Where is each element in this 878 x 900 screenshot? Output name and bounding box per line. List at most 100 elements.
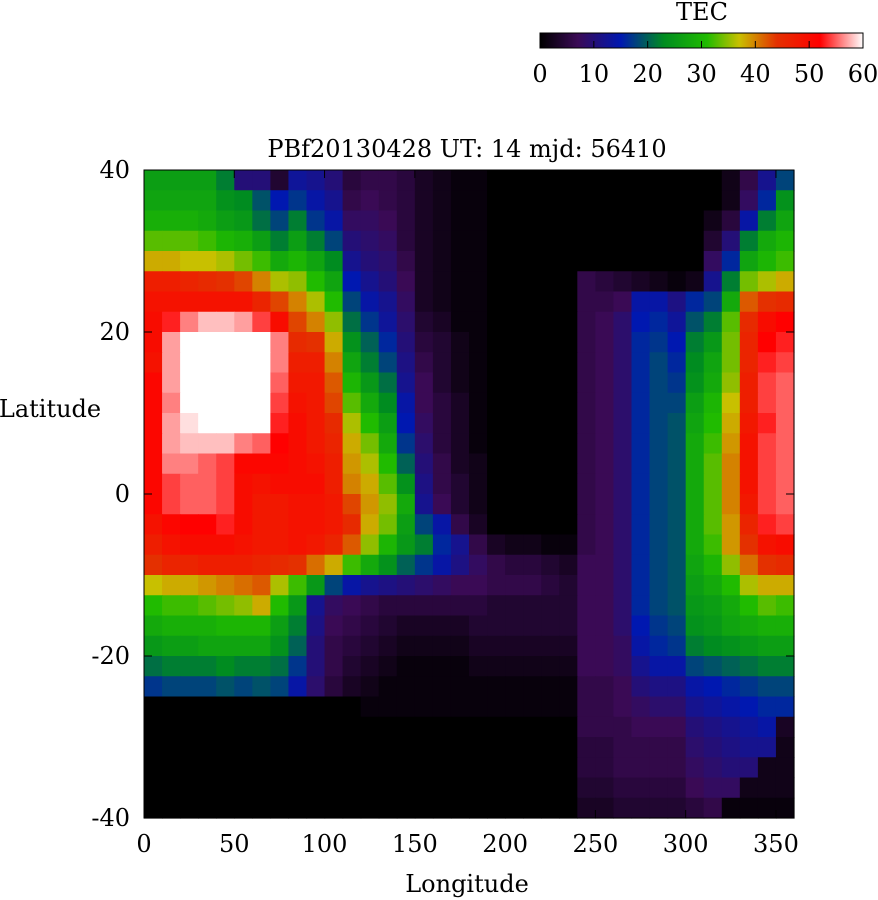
heatmap-cell — [469, 372, 488, 394]
heatmap-cell — [288, 291, 308, 313]
heatmap-cell — [469, 332, 488, 353]
heatmap-cell — [360, 453, 380, 475]
heatmap-cell — [396, 433, 416, 455]
heatmap-cell — [288, 595, 308, 617]
heatmap-cell — [216, 190, 235, 212]
heatmap-cell — [162, 797, 181, 819]
heatmap-cell — [703, 635, 723, 657]
heatmap-cell — [378, 332, 398, 353]
heatmap-cell — [360, 777, 380, 799]
heatmap-cell — [324, 392, 344, 414]
heatmap-cell — [577, 696, 596, 718]
heatmap-cell — [559, 372, 578, 394]
heatmap-cell — [523, 676, 542, 698]
heatmap-cell — [288, 676, 308, 698]
heatmap-cell — [721, 392, 741, 414]
heatmap-cell — [613, 271, 633, 293]
heatmap-cell — [432, 514, 452, 536]
heatmap-cell — [144, 534, 163, 556]
heatmap-cell — [216, 757, 235, 779]
heatmap-cell — [487, 554, 506, 576]
heatmap-cell — [144, 433, 163, 455]
heatmap-cell — [414, 190, 434, 212]
heatmap-cell — [306, 676, 326, 698]
heatmap-cell — [559, 514, 578, 536]
heatmap-cell — [270, 352, 290, 374]
heatmap-cell — [162, 494, 181, 515]
heatmap-cell — [685, 797, 705, 819]
heatmap-cell — [378, 595, 398, 617]
heatmap-cell — [162, 453, 181, 475]
heatmap-cell — [252, 453, 271, 475]
chart-title: PBf20130428 UT: 14 mjd: 56410 — [267, 135, 666, 163]
heatmap-cell — [595, 554, 615, 576]
heatmap-cell — [342, 251, 362, 272]
heatmap-cell — [757, 656, 777, 677]
heatmap-cell — [144, 797, 163, 819]
heatmap-cell — [324, 494, 344, 515]
heatmap-cell — [487, 332, 506, 353]
heatmap-cell — [378, 311, 398, 333]
heatmap-cell — [198, 615, 217, 637]
heatmap-cell — [378, 190, 398, 212]
heatmap-cell — [162, 534, 181, 556]
heatmap-cell — [541, 494, 560, 515]
heatmap-cell — [432, 656, 452, 677]
heatmap-cell — [631, 777, 651, 799]
heatmap-cell — [631, 332, 651, 353]
heatmap-cell — [360, 554, 380, 576]
heatmap-cell — [469, 311, 488, 333]
heatmap-cell — [703, 514, 723, 536]
colorbar-ticks: 0 10 20 30 40 50 60 — [532, 41, 878, 88]
heatmap-cell — [667, 352, 687, 374]
heatmap-cell — [342, 433, 362, 455]
heatmap-cell — [541, 737, 560, 758]
heatmap-cell — [432, 554, 452, 576]
heatmap-cell — [180, 332, 199, 353]
heatmap-cell — [685, 392, 705, 414]
heatmap-cell — [252, 534, 271, 556]
heatmap-cell — [288, 575, 308, 596]
heatmap-cell — [288, 656, 308, 677]
heatmap-cell — [649, 251, 669, 272]
colorbar-tick-label: 40 — [740, 60, 771, 88]
heatmap-cell — [739, 291, 759, 313]
heatmap-cell — [234, 777, 253, 799]
heatmap-cell — [739, 777, 759, 799]
heatmap-cell — [396, 453, 416, 475]
heatmap-cell — [378, 271, 398, 293]
heatmap-cell — [505, 534, 524, 556]
heatmap-cell — [721, 716, 741, 738]
heatmap-cell — [198, 737, 217, 758]
heatmap-cell — [613, 737, 633, 758]
heatmap-cell — [306, 433, 326, 455]
heatmap-cell — [523, 210, 542, 232]
heatmap-cell — [144, 271, 163, 293]
heatmap-cell — [144, 575, 163, 596]
heatmap-cell — [721, 372, 741, 394]
heatmap-cell — [595, 170, 615, 191]
heatmap-cell — [469, 696, 488, 718]
heatmap-cell — [721, 696, 741, 718]
heatmap-cell — [775, 372, 795, 394]
heatmap-cell — [234, 413, 253, 434]
heatmap-cell — [505, 311, 524, 333]
heatmap-cell — [631, 757, 651, 779]
heatmap-cell — [757, 473, 777, 495]
heatmap-cell — [685, 595, 705, 617]
heatmap-cell — [396, 615, 416, 637]
heatmap-cell — [757, 534, 777, 556]
heatmap-cell — [252, 230, 271, 252]
heatmap-cell — [649, 271, 669, 293]
heatmap-cell — [180, 251, 199, 272]
heatmap-cell — [649, 473, 669, 495]
heatmap-cell — [739, 635, 759, 657]
heatmap-cell — [505, 392, 524, 414]
heatmap-cell — [360, 311, 380, 333]
heatmap-cell — [342, 210, 362, 232]
colorbar-tick-label: 0 — [532, 60, 547, 88]
heatmap-cell — [775, 473, 795, 495]
heatmap-cell — [144, 676, 163, 698]
heatmap-cell — [414, 251, 434, 272]
heatmap-cell — [360, 210, 380, 232]
